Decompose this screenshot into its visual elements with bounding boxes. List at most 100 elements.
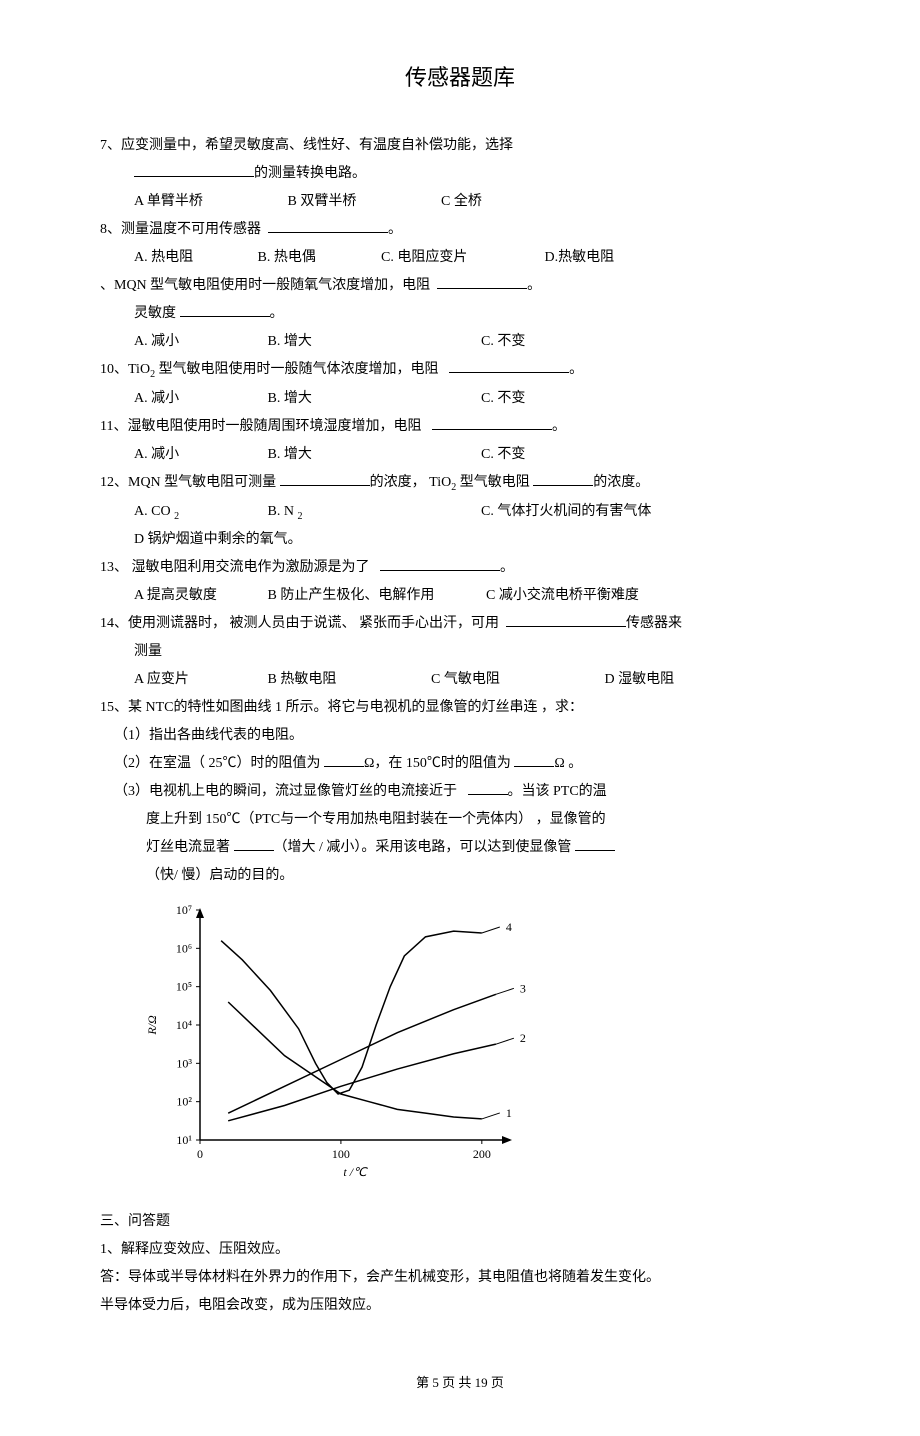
page: 传感器题库 7、应变测量中，希望灵敏度高、线性好、有温度自补偿功能，选择 的测量… (0, 0, 920, 1436)
q8-opt-b: B. 热电偶 (258, 244, 378, 272)
q7-opt-b: B 双臂半桥 (288, 188, 438, 216)
q9-line2: 灵敏度 。 (100, 300, 820, 328)
q12-b: 的浓度， TiO (370, 475, 452, 490)
blank (533, 471, 593, 486)
svg-text:10⁶: 10⁶ (176, 942, 192, 956)
q12-a: 12、MQN 型气敏电阻可测量 (100, 475, 276, 490)
q10-b: 型气敏电阻使用时一般随气体浓度增加，电阻 (155, 362, 439, 377)
q7-opt-a: A 单臂半桥 (134, 188, 284, 216)
q7-line2: 的测量转换电路。 (100, 160, 820, 188)
q15-s3a: （3）电视机上电的瞬间，流过显像管灯丝的电流接近于 (114, 784, 461, 799)
q9-stem-a: 、MQN 型气敏电阻使用时一般随氧气浓度增加，电阻 (100, 278, 430, 293)
q12-opt-a-sub: 2 (174, 510, 179, 521)
q9-line1: 、MQN 型气敏电阻使用时一般随氧气浓度增加，电阻 。 (100, 272, 820, 300)
svg-text:0: 0 (197, 1147, 203, 1161)
q15-sub2: （2）在室温（ 25℃）时的阻值为 Ω，在 150℃时的阻值为 Ω 。 (100, 750, 820, 778)
q15-s3e: （增大 / 减小）。采用该电路，可以达到使显像管 (274, 840, 575, 855)
svg-text:2: 2 (520, 1032, 526, 1046)
q10-line1: 10、TiO2 型气敏电阻使用时一般随气体浓度增加，电阻 。 (100, 356, 820, 385)
svg-text:R/Ω: R/Ω (145, 1015, 159, 1036)
q12-opt-a: A. CO 2 (134, 498, 264, 527)
q12-opt-c: C. 气体打火机间的有害气体 (481, 498, 651, 526)
blank (437, 274, 527, 289)
svg-text:10⁵: 10⁵ (176, 980, 192, 994)
q15-sub1: （1）指出各曲线代表的电阻。 (100, 722, 820, 750)
q12-line1: 12、MQN 型气敏电阻可测量 的浓度， TiO2 型气敏电阻 的浓度。 (100, 469, 820, 498)
page-title: 传感器题库 (100, 60, 820, 92)
q13-opt-b: B 防止产生极化、电解作用 (268, 582, 483, 610)
svg-text:10¹: 10¹ (176, 1133, 192, 1147)
blank (380, 556, 500, 571)
q11-b: 。 (552, 419, 566, 434)
q14-opt-a: A 应变片 (134, 666, 264, 694)
q13-opt-c: C 减小交流电桥平衡难度 (486, 582, 639, 610)
q15-line1: 15、某 NTC的特性如图曲线 1 所示。将它与电视机的显像管的灯丝串连 ，求： (100, 694, 820, 722)
q12-options-1: A. CO 2 B. N 2 C. 气体打火机间的有害气体 (100, 498, 820, 527)
section3-a2: 半导体受力后，电阻会改变，成为压阻效应。 (100, 1292, 820, 1320)
q14-opt-d: D 湿敏电阻 (605, 666, 675, 694)
q14-opt-b: B 热敏电阻 (268, 666, 428, 694)
blank (324, 752, 364, 767)
q14-options: A 应变片 B 热敏电阻 C 气敏电阻 D 湿敏电阻 (100, 666, 820, 694)
q9-opt-b: B. 增大 (268, 328, 478, 356)
blank (134, 162, 254, 177)
blank (432, 415, 552, 430)
q10-a: 10、TiO (100, 362, 150, 377)
q10-opt-b: B. 增大 (268, 385, 478, 413)
q12-options-2: D 锅炉烟道中剩余的氧气。 (100, 526, 820, 554)
page-footer: 第 5 页 共 19 页 (100, 1370, 820, 1396)
blank (575, 836, 615, 851)
q7-line2-text: 的测量转换电路。 (254, 166, 366, 181)
q11-a: 11、湿敏电阻使用时一般随周围环境湿度增加，电阻 (100, 419, 421, 434)
q15-sub3f: （快/ 慢）启动的目的。 (100, 862, 820, 890)
svg-text:3: 3 (520, 982, 526, 996)
q11-opt-c: C. 不变 (481, 441, 525, 469)
q9-opt-c: C. 不变 (481, 328, 525, 356)
q12-opt-d: D 锅炉烟道中剩余的氧气。 (134, 526, 302, 554)
q8-opt-d: D.热敏电阻 (545, 244, 615, 272)
q11-options: A. 减小 B. 增大 C. 不变 (100, 441, 820, 469)
q12-c: 型气敏电阻 (456, 475, 530, 490)
q9-l2a: 灵敏度 (134, 306, 176, 321)
q15-sub3c: 度上升到 150℃（PTC与一个专用加热电阻封装在一个壳体内） ，显像管的 (100, 806, 820, 834)
q7-opt-c: C 全桥 (441, 188, 482, 216)
footer-a: 第 (416, 1375, 432, 1390)
blank (280, 471, 370, 486)
chart-container: 10¹10²10³10⁴10⁵10⁶10⁷0100200t /℃R/Ω1234 (140, 900, 540, 1180)
svg-text:t /℃: t /℃ (343, 1165, 368, 1179)
q11-opt-b: B. 增大 (268, 441, 478, 469)
q10-options: A. 减小 B. 增大 C. 不变 (100, 385, 820, 413)
q12-d: 的浓度。 (593, 475, 649, 490)
q15-s2c: Ω 。 (554, 756, 582, 771)
q8-line1: 8、测量温度不可用传感器 。 (100, 216, 820, 244)
q7-line1: 7、应变测量中，希望灵敏度高、线性好、有温度自补偿功能，选择 (100, 132, 820, 160)
svg-text:10⁷: 10⁷ (176, 903, 192, 917)
svg-text:100: 100 (332, 1147, 350, 1161)
q14-a: 14、使用测谎器时， 被测人员由于说谎、 紧张而手心出汗，可用 (100, 616, 499, 631)
q8-opt-c: C. 电阻应变片 (381, 244, 541, 272)
section3-a1: 答：导体或半导体材料在外界力的作用下，会产生机械变形，其电阻值也将随着发生变化。 (100, 1264, 820, 1292)
q12-opt-a-text: A. CO (134, 504, 174, 519)
svg-text:4: 4 (506, 920, 512, 934)
q13-opt-a: A 提高灵敏度 (134, 582, 264, 610)
q8-opt-a: A. 热电阻 (134, 244, 254, 272)
blank (514, 752, 554, 767)
q8-options: A. 热电阻 B. 热电偶 C. 电阻应变片 D.热敏电阻 (100, 244, 820, 272)
blank (449, 358, 569, 373)
q14-line1: 14、使用测谎器时， 被测人员由于说谎、 紧张而手心出汗，可用 传感器来 (100, 610, 820, 638)
q10-opt-c: C. 不变 (481, 385, 525, 413)
q13-options: A 提高灵敏度 B 防止产生极化、电解作用 C 减小交流电桥平衡难度 (100, 582, 820, 610)
blank (468, 780, 508, 795)
q10-opt-a: A. 减小 (134, 385, 264, 413)
blank (506, 612, 626, 627)
svg-text:1: 1 (506, 1106, 512, 1120)
content-body: 7、应变测量中，希望灵敏度高、线性好、有温度自补偿功能，选择 的测量转换电路。 … (100, 132, 820, 1396)
svg-text:10³: 10³ (176, 1057, 192, 1071)
q9-options: A. 减小 B. 增大 C. 不变 (100, 328, 820, 356)
q9-opt-a: A. 减小 (134, 328, 264, 356)
q12-opt-b-text: B. N (268, 504, 298, 519)
q11-opt-a: A. 减小 (134, 441, 264, 469)
q11-line1: 11、湿敏电阻使用时一般随周围环境湿度增加，电阻 。 (100, 413, 820, 441)
svg-text:200: 200 (473, 1147, 491, 1161)
q15-sub3de: 灯丝电流显著 （增大 / 减小）。采用该电路，可以达到使显像管 (100, 834, 820, 862)
